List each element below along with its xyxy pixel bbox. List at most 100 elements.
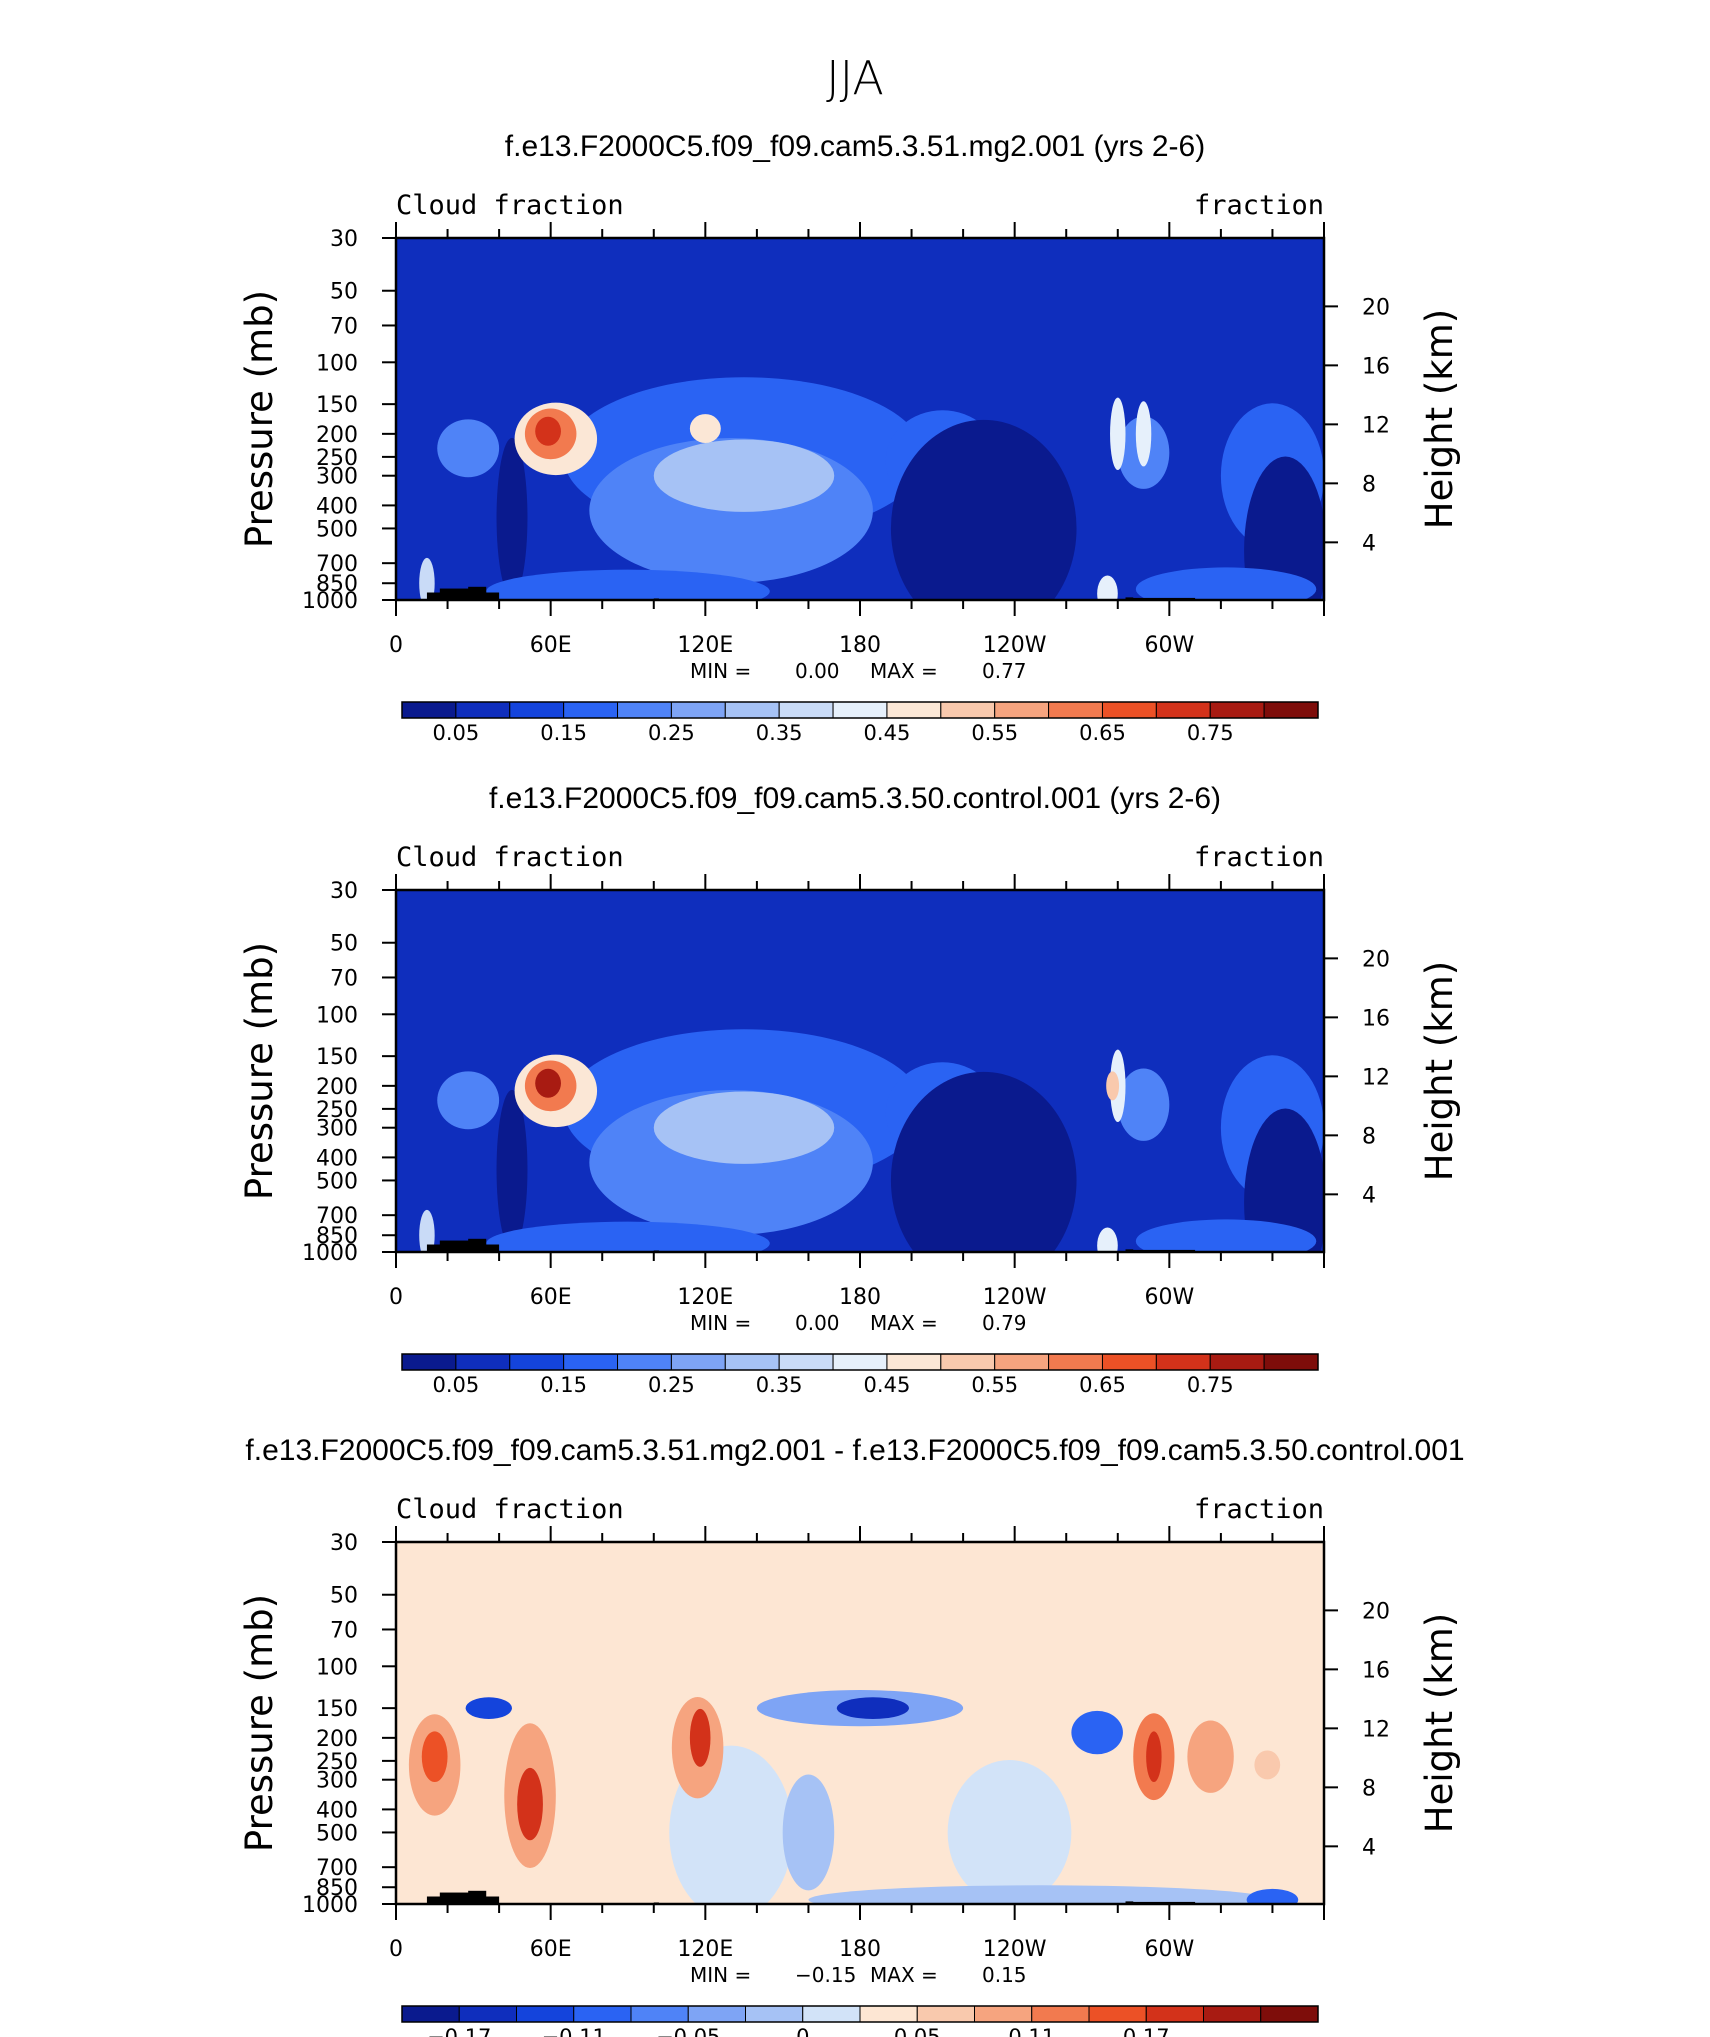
anvil-max xyxy=(1135,401,1152,467)
y-tick-label: 50 xyxy=(330,932,358,957)
dry-region xyxy=(890,419,1077,600)
y-tick-label: 70 xyxy=(330,1618,358,1643)
y-tick-label: 1000 xyxy=(302,1893,358,1918)
colorbar-swatch xyxy=(994,1353,1050,1371)
y-tick-label: 850 xyxy=(316,572,358,597)
cloud-band xyxy=(437,419,500,478)
diff-blob xyxy=(421,1731,448,1783)
max-label: MAX = xyxy=(870,1311,938,1335)
anvil-max xyxy=(689,414,721,444)
y-tick-label: 300 xyxy=(316,1769,358,1794)
colorbar-label: 0.55 xyxy=(971,1373,1018,1397)
low-cloud xyxy=(1135,567,1317,600)
y-tick-label: 200 xyxy=(316,423,358,448)
panel-title: f.e13.F2000C5.f09_f09.cam5.3.50.control.… xyxy=(489,782,1221,815)
height-tick-label: 4 xyxy=(1362,1835,1376,1860)
y-axis-right-title: Height (km) xyxy=(1418,961,1461,1181)
low-cloud xyxy=(419,557,435,600)
y-tick-label: 100 xyxy=(316,351,358,376)
colorbar-swatch xyxy=(745,2005,804,2023)
y-tick-label: 1000 xyxy=(302,589,358,614)
y-tick-label: 30 xyxy=(330,1531,358,1556)
y-axis-title: Pressure (mb) xyxy=(238,290,281,548)
x-tick-label: 0 xyxy=(389,1285,403,1310)
field-contours xyxy=(408,1690,1299,1904)
colorbar-label: 0.15 xyxy=(540,1373,587,1397)
colorbar-label: 0.11 xyxy=(1008,2025,1055,2037)
low-cloud xyxy=(1097,1227,1118,1252)
colorbar-label: 0.75 xyxy=(1187,721,1234,745)
colorbar-swatch xyxy=(573,2005,632,2023)
colorbar-swatch xyxy=(455,1353,511,1371)
max-value: 0.15 xyxy=(982,1963,1027,1987)
panel-2: f.e13.F2000C5.f09_f09.cam5.3.50.control.… xyxy=(238,782,1461,1397)
y-tick-label: 70 xyxy=(330,314,358,339)
max-value: 0.77 xyxy=(982,659,1027,683)
y-tick-label: 500 xyxy=(316,1169,358,1194)
colorbar-swatch xyxy=(1155,1353,1211,1371)
cloud-band xyxy=(653,1091,835,1164)
colorbar-label: −0.11 xyxy=(542,2025,606,2037)
colorbar-swatch xyxy=(1263,1353,1319,1371)
colorbar-label: 0.45 xyxy=(864,1373,911,1397)
diff-blob xyxy=(947,1760,1072,1904)
colorbar-swatch xyxy=(687,2005,746,2023)
colorbar-swatch xyxy=(455,701,511,719)
y-tick-label: 30 xyxy=(330,227,358,252)
x-tick-label: 60E xyxy=(530,1937,572,1962)
y-tick-label: 700 xyxy=(316,1204,358,1229)
low-cloud xyxy=(486,1221,770,1252)
anvil-max xyxy=(535,416,561,446)
colorbar-swatch xyxy=(916,2005,975,2023)
min-value: −0.15 xyxy=(795,1963,856,1987)
diff-blob xyxy=(1071,1710,1123,1755)
y-tick-label: 250 xyxy=(316,1750,358,1775)
min-value: 0.00 xyxy=(795,659,840,683)
y-tick-label: 400 xyxy=(316,1798,358,1823)
height-tick-label: 20 xyxy=(1362,295,1390,320)
cloud-band xyxy=(437,1071,500,1130)
y-tick-label: 250 xyxy=(316,446,358,471)
y-tick-label: 400 xyxy=(316,1146,358,1171)
diff-blob xyxy=(1146,1731,1162,1783)
right-corner-label: fraction xyxy=(1194,842,1324,873)
colorbar-swatch xyxy=(509,1353,565,1371)
colorbar-swatch xyxy=(886,1353,942,1371)
colorbar-frame xyxy=(401,2005,1319,2023)
height-tick-label: 12 xyxy=(1362,1717,1390,1742)
height-tick-label: 16 xyxy=(1362,354,1390,379)
left-corner-label: Cloud fraction xyxy=(396,1494,624,1525)
dry-region xyxy=(890,1071,1077,1252)
colorbar-swatch xyxy=(724,701,780,719)
left-corner-label: Cloud fraction xyxy=(396,842,624,873)
colorbar-swatch xyxy=(1209,1353,1265,1371)
colorbar-swatch xyxy=(401,701,457,719)
colorbar-swatch xyxy=(617,1353,672,1371)
max-label: MAX = xyxy=(870,1963,938,1987)
diff-blob xyxy=(517,1767,543,1841)
colorbar-swatch xyxy=(509,701,565,719)
colorbar-label: 0.25 xyxy=(648,1373,695,1397)
colorbar-swatch xyxy=(1101,701,1157,719)
y-tick-label: 150 xyxy=(316,1697,358,1722)
colorbar-swatch xyxy=(1145,2005,1204,2023)
colorbar-swatch xyxy=(802,2005,861,2023)
colorbar-swatch xyxy=(778,1353,834,1371)
colorbar-swatch xyxy=(516,2005,575,2023)
colorbar-label: 0.35 xyxy=(756,721,803,745)
diff-blob xyxy=(836,1697,909,1720)
topography xyxy=(439,588,474,600)
colorbar-label: 0 xyxy=(796,2025,809,2037)
x-tick-label: 120E xyxy=(677,633,733,658)
x-tick-label: 60E xyxy=(530,633,572,658)
height-tick-label: 16 xyxy=(1362,1006,1390,1031)
diff-blob xyxy=(808,1885,1273,1904)
low-cloud xyxy=(419,1209,435,1252)
colorbar-swatch xyxy=(1263,701,1319,719)
y-tick-label: 70 xyxy=(330,966,358,991)
panel-1: f.e13.F2000C5.f09_f09.cam5.3.51.mg2.001 … xyxy=(238,130,1461,745)
colorbar-label: 0.35 xyxy=(756,1373,803,1397)
x-tick-label: 60W xyxy=(1144,1937,1194,1962)
y-tick-label: 100 xyxy=(316,1655,358,1680)
colorbar-label: 0.05 xyxy=(894,2025,941,2037)
